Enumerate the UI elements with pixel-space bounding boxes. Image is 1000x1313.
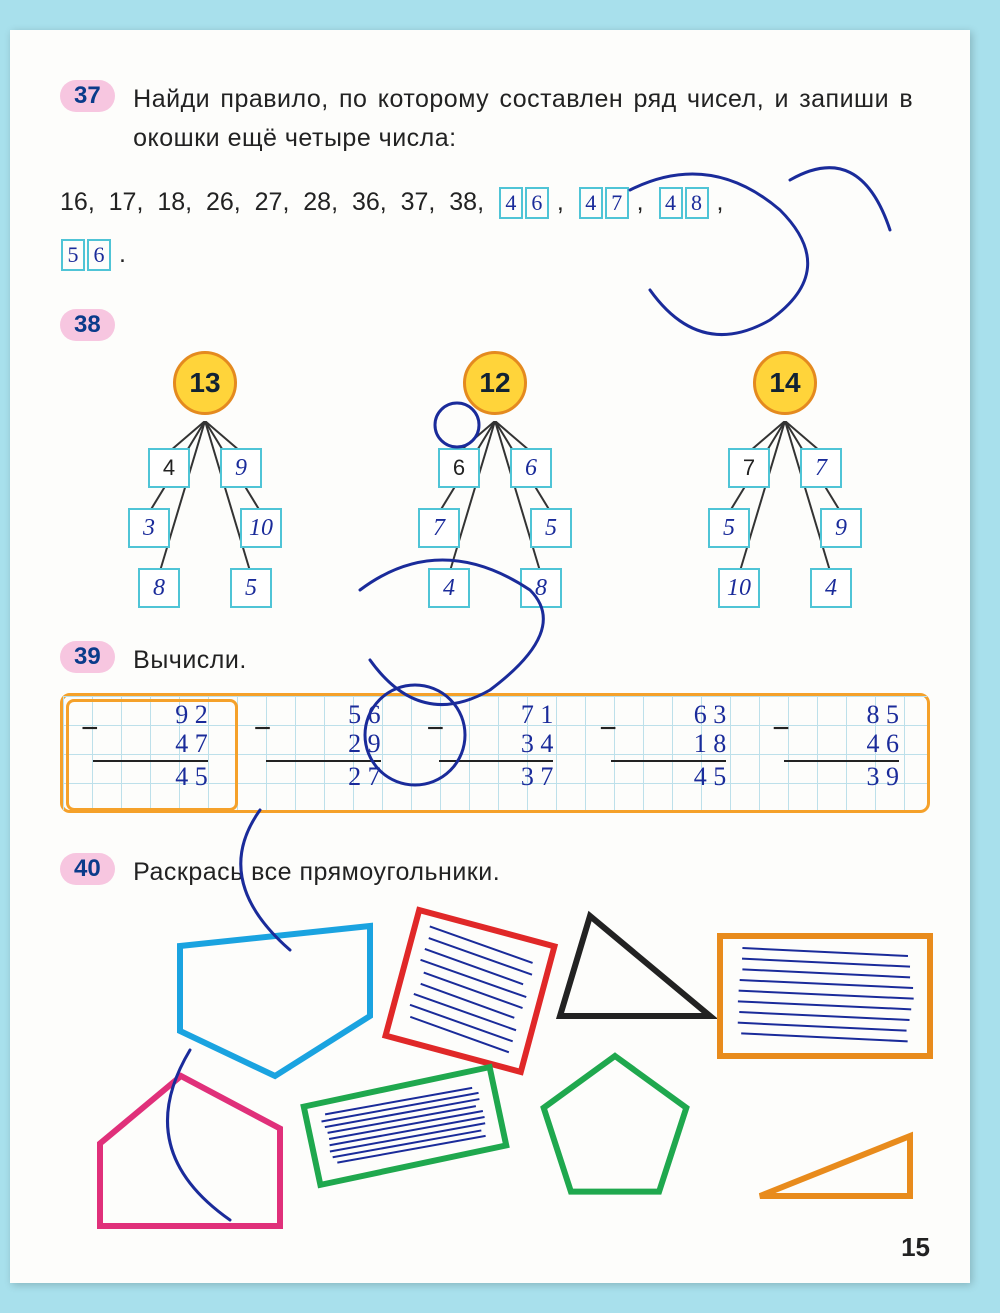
subtraction-problem: − 6 3 1 8 4 5 (581, 696, 754, 810)
task-39: 39 Вычисли. − 9 2 4 7 4 5 − 5 6 2 9 2 7 … (60, 641, 930, 814)
seq-n: 28 (303, 188, 331, 216)
result: 4 5 (63, 762, 208, 791)
svg-text:7: 7 (815, 455, 828, 481)
answer-box: 5 (61, 239, 85, 271)
calc-columns: − 9 2 4 7 4 5 − 5 6 2 9 2 7 − 7 1 3 4 3 … (63, 696, 927, 810)
task-39-badge: 39 (60, 641, 115, 673)
result: 4 5 (581, 762, 726, 791)
shape-triangle (560, 916, 710, 1016)
answer-box: 6 (87, 239, 111, 271)
task-40-badge: 40 (60, 853, 115, 885)
svg-text:8: 8 (535, 575, 547, 601)
seq-n: 17 (109, 188, 137, 216)
seq-n: 26 (206, 188, 234, 216)
minus-sign: − (772, 714, 790, 743)
svg-text:4: 4 (443, 575, 455, 601)
svg-text:7: 7 (433, 515, 446, 541)
svg-text:4: 4 (825, 575, 837, 601)
tree-branches: 7 7 5 9 10 4 (685, 421, 885, 611)
tree-branches: 6 6 7 5 4 8 (395, 421, 595, 611)
number-tree: 14 7 7 5 9 10 4 (665, 351, 905, 611)
svg-text:7: 7 (743, 455, 755, 480)
tree-top-circle: 13 (173, 351, 237, 415)
svg-text:10: 10 (727, 575, 751, 601)
task-39-text: Вычисли. (133, 646, 247, 674)
shape-rectangle (386, 910, 555, 1072)
seq-n: 38 (449, 188, 477, 216)
answer-box: 4 (499, 187, 523, 219)
result: 3 7 (409, 762, 554, 791)
task-37: 37 Найди правило, по которому составлен … (60, 80, 930, 281)
seq-n: 36 (352, 188, 380, 216)
answer-box: 7 (605, 187, 629, 219)
subtraction-problem: − 7 1 3 4 3 7 (409, 696, 582, 810)
task-38-badge: 38 (60, 309, 115, 341)
outer-frame: 37 Найди правило, по которому составлен … (0, 0, 1000, 1313)
svg-text:10: 10 (249, 515, 273, 541)
minus-sign: − (599, 714, 617, 743)
svg-text:8: 8 (153, 575, 165, 601)
subtraction-problem: − 5 6 2 9 2 7 (236, 696, 409, 810)
shape-triangle (760, 1136, 910, 1196)
task-40-text: Раскрась все прямоугольники. (133, 858, 500, 886)
tree-top-circle: 14 (753, 351, 817, 415)
task-37-sequence: 16, 17, 18, 26, 27, 28, 36, 37, 38, 46 ,… (60, 176, 930, 281)
svg-text:6: 6 (453, 455, 465, 480)
minus-sign: − (427, 714, 445, 743)
svg-text:4: 4 (163, 455, 175, 480)
number-tree: 12 6 6 7 5 4 8 (375, 351, 615, 611)
minus-sign: − (81, 714, 99, 743)
answer-box: 4 (659, 187, 683, 219)
seq-n: 37 (401, 188, 429, 216)
answer-box: 8 (685, 187, 709, 219)
svg-text:5: 5 (723, 515, 735, 541)
subtraction-problem: − 9 2 4 7 4 5 (63, 696, 236, 810)
page-number: 15 (901, 1232, 930, 1263)
trees-container: 13 4 9 3 10 8 5 12 (60, 351, 930, 611)
calc-grid-wrap: − 9 2 4 7 4 5 − 5 6 2 9 2 7 − 7 1 3 4 3 … (60, 693, 930, 813)
subtraction-problem: − 8 5 4 6 3 9 (754, 696, 927, 810)
shape-pentagon (100, 1076, 280, 1226)
seq-n: 27 (255, 188, 283, 216)
tree-branches: 4 9 3 10 8 5 (105, 421, 305, 611)
task-37-text: Найди правило, по которому составлен ряд… (133, 80, 913, 158)
task-38: 38 13 4 9 3 10 8 5 (60, 309, 930, 611)
shapes-svg (60, 906, 960, 1236)
seq-n: 16 (60, 188, 88, 216)
tree-top-circle: 12 (463, 351, 527, 415)
result: 3 9 (754, 762, 899, 791)
svg-text:5: 5 (545, 515, 557, 541)
svg-text:5: 5 (245, 575, 257, 601)
svg-text:6: 6 (525, 455, 537, 481)
shape-pentagon (180, 926, 370, 1076)
seq-n: 18 (157, 188, 185, 216)
number-tree: 13 4 9 3 10 8 5 (85, 351, 325, 611)
answer-box: 4 (579, 187, 603, 219)
task-40: 40 Раскрась все прямоугольники. (60, 853, 930, 1236)
task-37-badge: 37 (60, 80, 115, 112)
svg-text:9: 9 (835, 515, 847, 541)
minus-sign: − (254, 714, 272, 743)
shape-pentagon (544, 1056, 687, 1192)
result: 2 7 (236, 762, 381, 791)
svg-text:3: 3 (142, 515, 155, 541)
svg-text:9: 9 (235, 455, 247, 481)
answer-box: 6 (525, 187, 549, 219)
shapes-area (60, 906, 930, 1236)
workbook-page: 37 Найди правило, по которому составлен … (10, 30, 970, 1283)
